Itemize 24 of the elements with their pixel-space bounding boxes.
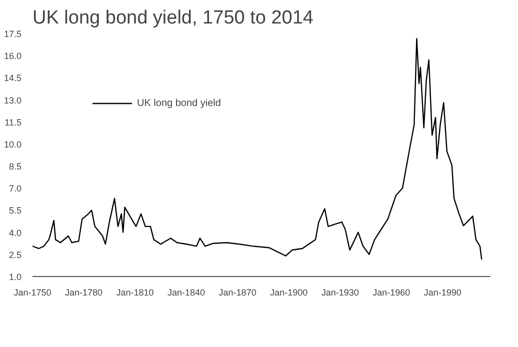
y-tick-label: 1.0 [8,272,22,282]
chart-title: UK long bond yield, 1750 to 2014 [32,8,314,28]
y-tick-label: 10.0 [4,139,22,150]
y-tick-label: 16.0 [4,51,22,62]
x-tick-label: Jan-1780 [65,288,103,298]
x-tick-label: Jan-1900 [270,288,308,298]
x-tick-label: Jan-1810 [116,288,154,298]
y-tick-label: 11.5 [4,117,22,128]
y-tick-label: 7.0 [8,184,22,194]
y-tick-label: 5.5 [8,206,22,216]
x-tick-label: Jan-1840 [168,288,206,298]
y-tick-label: 2.5 [8,250,22,260]
x-tick-label: Jan-1990 [424,288,462,298]
x-tick-label: Jan-1960 [372,288,410,298]
y-tick-label: 13.0 [4,95,22,106]
y-tick-label: 17.5 [4,29,22,39]
y-tick-label: 14.5 [4,73,22,84]
x-tick-label: Jan-1870 [218,288,256,298]
y-tick-label: 4.0 [8,228,22,238]
legend-label: UK long bond yield [137,98,221,108]
line-series [32,38,482,260]
x-tick-label: Jan-1750 [14,288,52,298]
y-tick-label: 8.5 [8,162,22,172]
x-tick-label: Jan-1930 [321,288,359,298]
